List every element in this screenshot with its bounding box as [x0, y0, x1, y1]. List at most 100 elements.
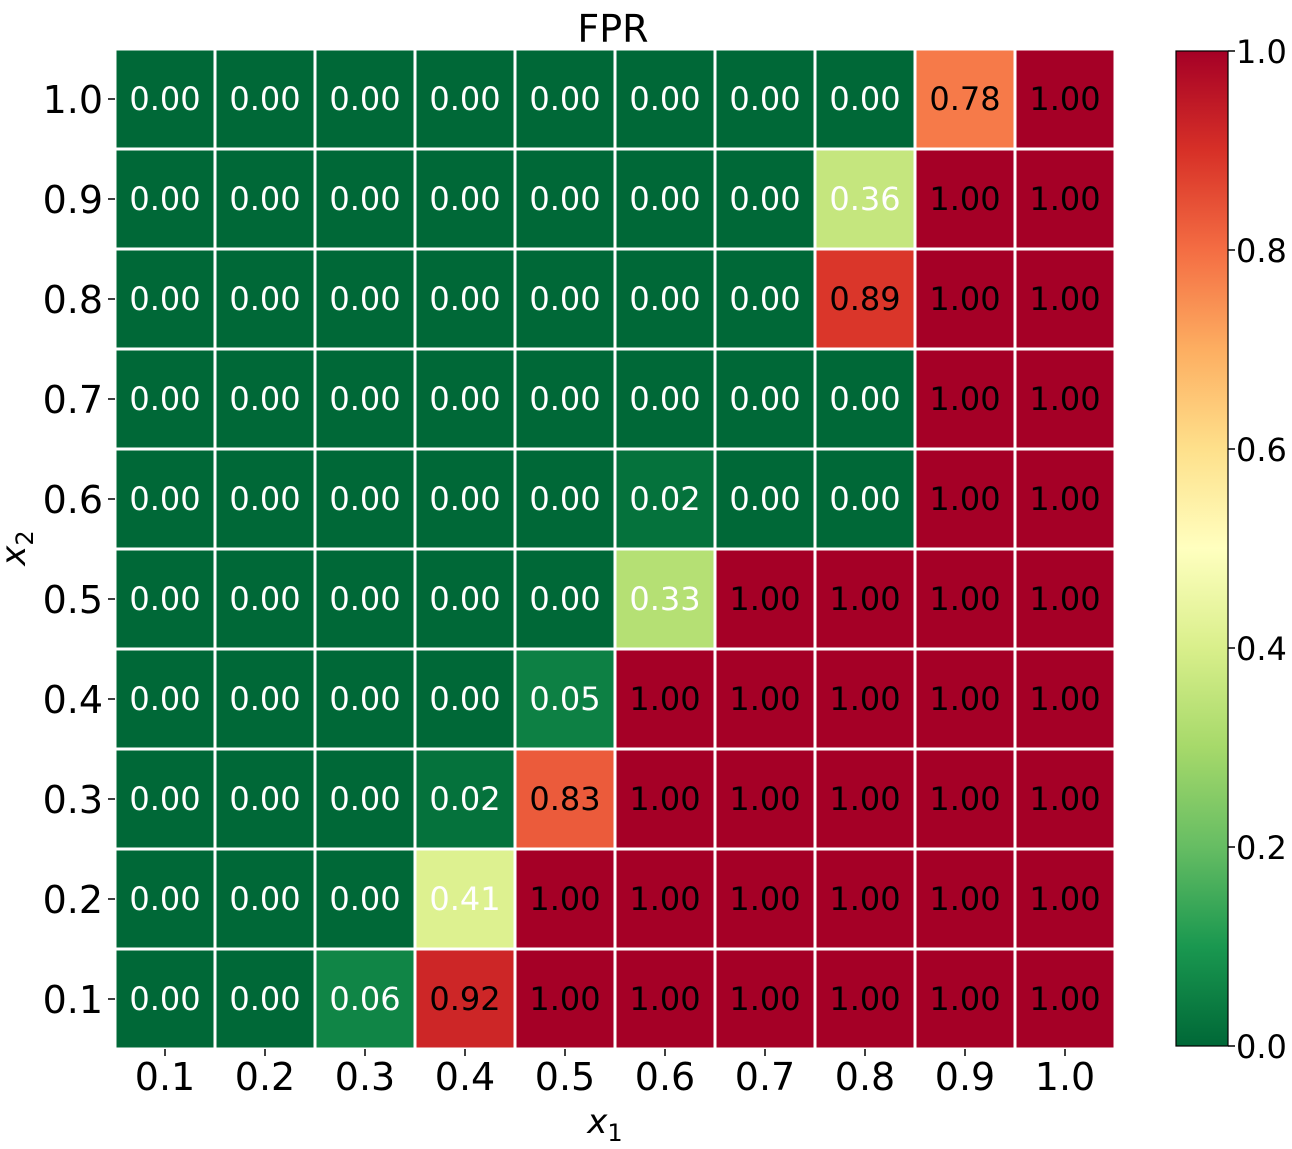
y-tick-label: 0.5: [43, 578, 103, 622]
heatmap-cell: [1013, 247, 1117, 351]
heatmap-cell: [113, 347, 217, 451]
colorbar: 0.0 0.2 0.4 0.6 0.8 1.0: [1175, 33, 1287, 1066]
cell-value-label: 0.00: [229, 180, 300, 218]
cell-value-label: 0.00: [529, 80, 600, 118]
cell-value-label: 0.00: [829, 480, 900, 518]
heatmap-cell: [913, 847, 1017, 951]
heatmap-cell: [113, 947, 217, 1051]
cell-value-label: 0.00: [329, 680, 400, 718]
cell-value-label: 1.00: [829, 580, 900, 618]
cell-value-label: 0.00: [129, 880, 200, 918]
heatmap-cell: [613, 647, 717, 751]
cell-value-label: 1.00: [729, 980, 800, 1018]
cell-value-label: 0.00: [829, 380, 900, 418]
cell-value-label: 1.00: [929, 580, 1000, 618]
x-axis-label-main: x: [586, 1102, 608, 1142]
heatmap-cell: [1013, 447, 1117, 551]
cell-value-label: 1.00: [1029, 680, 1100, 718]
cell-value-label: 0.00: [129, 80, 200, 118]
heatmap-cell: [713, 947, 817, 1051]
cell-value-label: 0.02: [429, 780, 500, 818]
cell-value-label: 1.00: [629, 880, 700, 918]
x-tick-label: 0.2: [235, 1055, 295, 1099]
heatmap-cell: [913, 747, 1017, 851]
cell-value-label: 0.00: [729, 80, 800, 118]
x-tick-label: 0.4: [435, 1055, 495, 1099]
heatmap-cell: [1013, 847, 1117, 951]
cell-value-label: 1.00: [829, 980, 900, 1018]
cell-value-label: 0.78: [929, 80, 1000, 118]
cell-value-label: 0.00: [629, 80, 700, 118]
heatmap-cell: [713, 447, 817, 551]
y-tick-label: 0.6: [43, 478, 103, 522]
cell-value-label: 0.41: [429, 880, 500, 918]
cell-value-label: 0.00: [229, 280, 300, 318]
colorbar-tick-label: 0.4: [1236, 630, 1287, 668]
heatmap-cell: [613, 47, 717, 151]
heatmap-cell: [913, 547, 1017, 651]
heatmap-cell: [713, 147, 817, 251]
heatmap-cell: [713, 247, 817, 351]
x-tick-label: 0.7: [735, 1055, 795, 1099]
colorbar-gradient: [1175, 50, 1229, 1047]
heatmap-cell: [913, 147, 1017, 251]
cell-value-label: 0.00: [129, 480, 200, 518]
heatmap-cell: [913, 447, 1017, 551]
cell-value-label: 0.00: [229, 680, 300, 718]
cell-value-label: 1.00: [729, 580, 800, 618]
cell-value-label: 1.00: [929, 880, 1000, 918]
cell-value-label: 0.33: [629, 580, 700, 618]
cell-value-label: 1.00: [1029, 880, 1100, 918]
cell-value-label: 1.00: [1029, 780, 1100, 818]
y-tick-label: 0.4: [43, 678, 103, 722]
y-tick-label: 0.7: [43, 378, 103, 422]
heatmap-cell: [1013, 647, 1117, 751]
y-axis: 1.0 0.9 0.8 0.7 0.6 0.5 0.4 0.3 0.2 0.1: [43, 78, 115, 1022]
cell-value-label: 0.00: [729, 480, 800, 518]
cell-value-label: 0.00: [229, 780, 300, 818]
heatmap-cell: [713, 847, 817, 951]
cell-value-label: 0.00: [729, 380, 800, 418]
cell-value-label: 0.00: [229, 380, 300, 418]
x-axis-label: x1: [586, 1102, 622, 1147]
heatmap-cell: [413, 847, 517, 951]
colorbar-tick-label: 0.6: [1236, 431, 1287, 469]
cell-value-label: 0.00: [429, 80, 500, 118]
heatmap-cell: [513, 747, 617, 851]
cell-value-label: 1.00: [629, 780, 700, 818]
cell-value-label: 0.00: [429, 580, 500, 618]
cell-value-label: 0.06: [329, 980, 400, 1018]
colorbar-tick-label: 0.2: [1236, 829, 1287, 867]
cell-value-label: 0.00: [429, 280, 500, 318]
cell-value-label: 0.00: [329, 180, 400, 218]
heatmap-cell: [613, 947, 717, 1051]
cell-value-label: 1.00: [929, 280, 1000, 318]
cell-value-label: 1.00: [929, 780, 1000, 818]
x-axis: 0.1 0.2 0.3 0.4 0.5 0.6 0.7 0.8 0.9 1.0: [135, 1049, 1095, 1099]
cell-value-label: 0.00: [329, 780, 400, 818]
cell-value-label: 0.83: [529, 780, 600, 818]
cell-value-label: 1.00: [929, 480, 1000, 518]
colorbar-tick-label: 0.0: [1236, 1028, 1287, 1066]
colorbar-tick-label: 1.0: [1236, 33, 1287, 71]
heatmap-cell: [513, 847, 617, 951]
cell-value-label: 0.05: [529, 680, 600, 718]
cell-value-label: 1.00: [1029, 580, 1100, 618]
x-tick-label: 0.6: [635, 1055, 695, 1099]
cell-value-label: 0.00: [129, 580, 200, 618]
cell-value-label: 0.36: [829, 180, 900, 218]
cell-value-label: 0.00: [829, 80, 900, 118]
y-tick-label: 0.9: [43, 178, 103, 222]
heatmap-cell: [513, 547, 617, 651]
x-tick-label: 0.1: [135, 1055, 195, 1099]
heatmap-cell: [413, 547, 517, 651]
y-tick-label: 1.0: [43, 78, 103, 122]
cell-value-label: 0.00: [429, 480, 500, 518]
x-tick-label: 0.8: [835, 1055, 895, 1099]
cell-value-label: 0.00: [529, 480, 600, 518]
y-axis-label-subscript: 2: [11, 530, 39, 545]
heatmap-cell: [213, 747, 317, 851]
x-tick-label: 1.0: [1035, 1055, 1095, 1099]
heatmap-cell: [213, 247, 317, 351]
